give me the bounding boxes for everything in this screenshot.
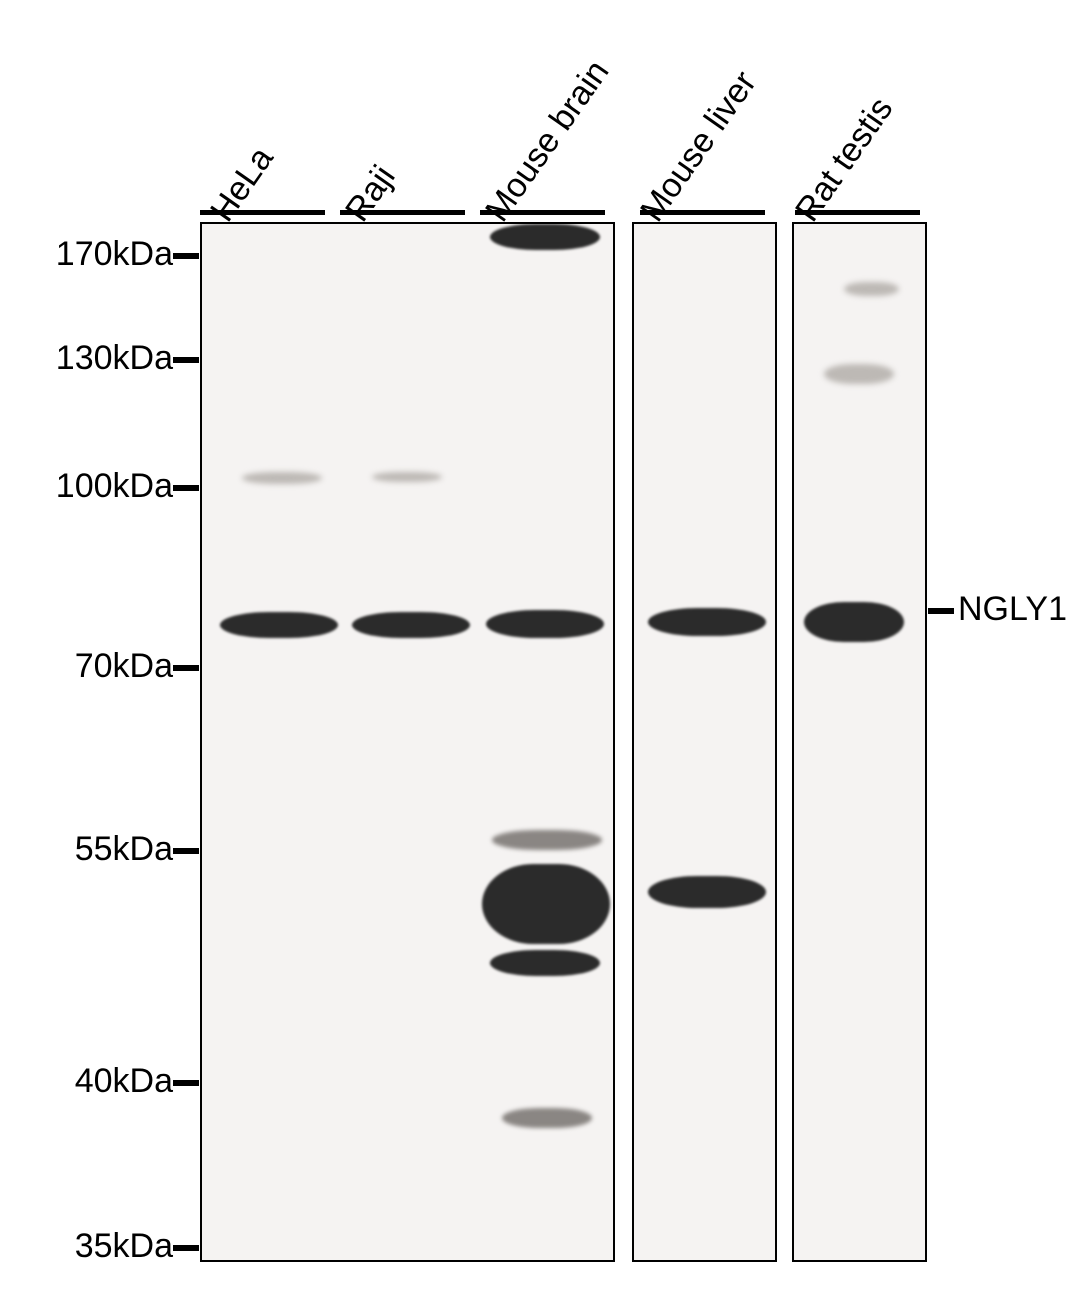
band-hela-ngly1 (220, 612, 338, 638)
band-mouse-liver-48 (648, 876, 766, 908)
marker-label-55: 55kDa (75, 830, 173, 869)
marker-tick (173, 848, 199, 854)
band-mouse-brain-45 (490, 224, 600, 250)
marker-tick (173, 1245, 199, 1251)
band-mouse-brain-45 (490, 950, 600, 976)
band-hela-nonspecific (242, 472, 322, 484)
band-rat-testis-150 (844, 282, 899, 296)
band-mouse-brain-ngly1 (486, 610, 604, 638)
band-rat-testis-120 (824, 364, 894, 384)
band-mouse-brain-55 (492, 830, 602, 850)
marker-label-40: 40kDa (75, 1062, 173, 1101)
band-rat-testis-ngly1 (804, 602, 904, 642)
marker-label-70: 70kDa (75, 647, 173, 686)
lane-label-rat-testis: Rat testis (788, 91, 901, 229)
lane-label-mouse-brain: Mouse brain (478, 53, 617, 229)
band-mouse-brain-38 (502, 1108, 592, 1128)
marker-tick (173, 253, 199, 259)
lane-underline (640, 210, 765, 215)
ngly1-tick (928, 608, 954, 614)
lane-underline (340, 210, 465, 215)
marker-tick (173, 485, 199, 491)
blot-panel-2 (632, 222, 777, 1262)
band-raji-ngly1 (352, 612, 470, 638)
band-mouse-brain-48 (482, 864, 610, 944)
band-raji-nonspecific (372, 472, 442, 482)
marker-label-100: 100kDa (56, 467, 173, 506)
blot-panel-1 (200, 222, 615, 1262)
marker-label-170: 170kDa (56, 235, 173, 274)
marker-tick (173, 1080, 199, 1086)
lane-label-raji: Raji (338, 159, 404, 229)
marker-label-130: 130kDa (56, 339, 173, 378)
band-mouse-liver-ngly1 (648, 608, 766, 636)
lane-underline (795, 210, 920, 215)
marker-label-35: 35kDa (75, 1227, 173, 1266)
lane-label-mouse-liver: Mouse liver (633, 64, 765, 229)
lane-underline (480, 210, 605, 215)
marker-tick (173, 357, 199, 363)
blot-panel-3 (792, 222, 927, 1262)
lane-label-hela: HeLa (203, 140, 282, 229)
lane-underline (200, 210, 325, 215)
western-blot-figure: HeLa Raji Mouse brain Mouse liver Rat te… (0, 0, 1080, 1309)
marker-tick (173, 665, 199, 671)
ngly1-label: NGLY1 (958, 590, 1067, 629)
